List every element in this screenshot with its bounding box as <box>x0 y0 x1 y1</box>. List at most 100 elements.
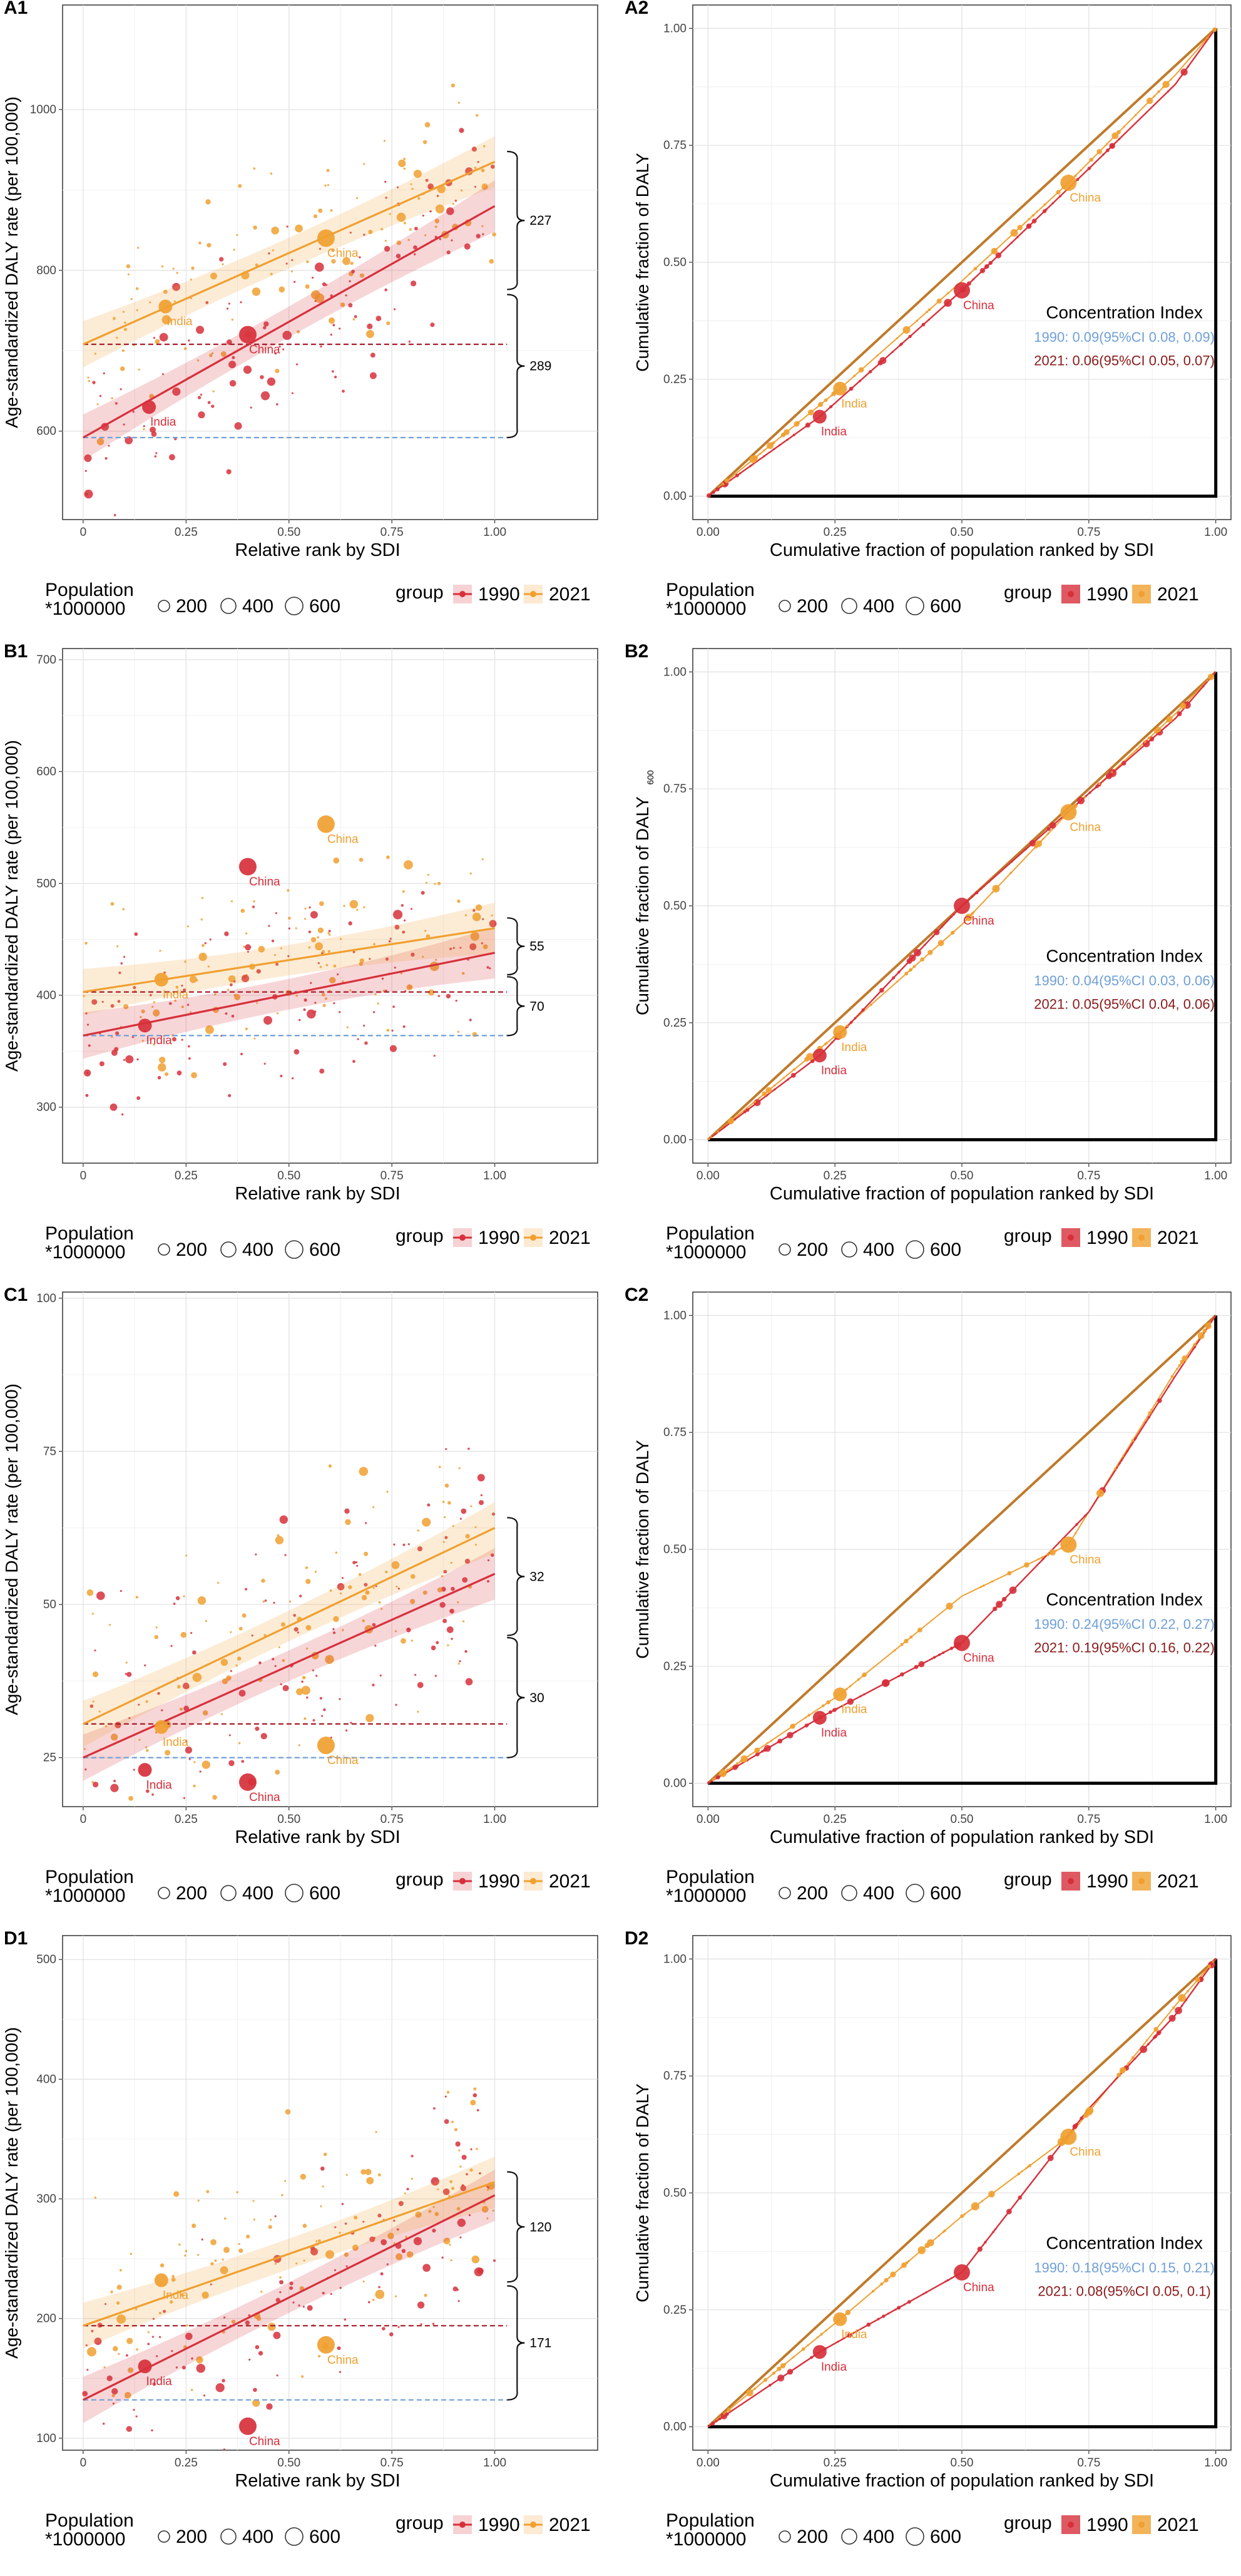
curve-point <box>1192 1346 1194 1348</box>
curve-point <box>858 367 864 373</box>
curve-point <box>1075 1524 1078 1526</box>
highlight-label: China <box>963 915 994 928</box>
country-point <box>252 2200 255 2202</box>
country-point <box>290 270 293 273</box>
country-point <box>146 1789 150 1793</box>
country-point <box>410 280 417 287</box>
curve-point <box>806 1723 810 1727</box>
highlight-label: China <box>1070 821 1101 834</box>
country-point <box>99 394 102 398</box>
country-point <box>454 199 457 202</box>
country-point <box>444 2119 449 2124</box>
frame-line <box>708 672 1218 1142</box>
curve-point <box>849 1685 852 1688</box>
country-point <box>116 2314 126 2324</box>
country-point <box>451 239 453 242</box>
country-point <box>289 2286 294 2290</box>
country-point <box>295 224 303 233</box>
country-point <box>126 264 131 269</box>
legend-size-label: 600 <box>930 1239 961 1260</box>
curve-point <box>1085 2108 1093 2116</box>
country-point <box>372 1587 375 1589</box>
country-point <box>475 904 483 911</box>
y-tick-label: 0.50 <box>663 256 687 269</box>
country-point <box>219 257 224 262</box>
x-tick-label: 1.00 <box>1204 2456 1227 2470</box>
country-point <box>96 438 105 446</box>
country-point <box>152 2317 155 2320</box>
country-point <box>273 1601 275 1604</box>
country-point <box>91 999 98 1005</box>
country-point <box>252 287 261 296</box>
country-point <box>89 1704 94 1708</box>
country-point <box>422 214 424 217</box>
country-point <box>284 1554 287 1556</box>
country-point <box>461 2155 467 2160</box>
country-point <box>401 2249 406 2254</box>
curve-point <box>1049 822 1056 829</box>
country-point <box>364 1551 369 1556</box>
legend-key-dot <box>1138 591 1145 597</box>
legend-group-label: 1990 <box>478 1871 520 1892</box>
country-point <box>120 962 123 965</box>
country-point <box>268 252 270 255</box>
curve-point <box>732 1765 738 1770</box>
y-tick-label: 500 <box>36 1953 56 1966</box>
country-point <box>446 207 454 215</box>
legend-population-title: Population <box>45 1223 134 1244</box>
ci-title: Concentration Index <box>1046 1590 1203 1609</box>
legend-population-title: Population <box>666 580 755 600</box>
legend-population-subtitle: *1000000 <box>45 1242 125 1263</box>
country-point <box>247 950 250 953</box>
curve-point <box>1197 1332 1205 1340</box>
country-point <box>200 393 203 396</box>
country-point <box>105 457 108 460</box>
curve-point <box>971 2202 979 2211</box>
legend-key-dot <box>530 591 536 597</box>
country-point <box>229 983 233 987</box>
highlight-label: India <box>146 2375 173 2388</box>
country-point <box>337 1583 345 1591</box>
country-point <box>183 1705 190 1711</box>
country-point <box>395 1703 397 1706</box>
country-point <box>325 2250 334 2259</box>
country-point <box>278 1646 280 1648</box>
curve-point <box>891 351 894 353</box>
country-point <box>323 2152 327 2157</box>
curve-point <box>936 298 942 304</box>
country-point <box>258 2351 263 2356</box>
curve-point <box>1028 2163 1032 2168</box>
country-point <box>447 1644 449 1646</box>
y-axis-label: Cumulative fraction of DALY <box>633 796 652 1015</box>
country-point <box>82 2391 88 2397</box>
country-point <box>138 368 140 371</box>
legend-key-dot <box>1068 2522 1074 2528</box>
gap-label-2021: 32 <box>529 1569 544 1584</box>
y-tick-label: 600 <box>36 766 56 779</box>
legend-group-title: group <box>396 2513 444 2533</box>
country-point <box>431 2177 439 2186</box>
plot-area <box>62 648 598 1164</box>
curve-point <box>1187 65 1190 68</box>
country-point <box>410 183 412 185</box>
country-point <box>110 1733 118 1741</box>
country-point <box>330 2292 332 2296</box>
curve-point <box>849 387 852 391</box>
country-point <box>470 931 479 941</box>
country-point <box>273 953 277 957</box>
curve-point <box>1009 2209 1011 2212</box>
curve-point <box>1121 761 1126 766</box>
country-point <box>375 2130 377 2133</box>
country-point <box>373 943 375 946</box>
chart-B2: B20.00 0.25 0.50 0.75 1.000.000.250.500.751.… <box>625 644 1232 1263</box>
country-point <box>248 2314 250 2317</box>
country-point <box>122 908 125 911</box>
country-point <box>86 2347 96 2357</box>
country-point <box>342 980 344 983</box>
country-point <box>191 266 195 270</box>
country-point <box>84 470 87 472</box>
country-point <box>466 2173 468 2176</box>
country-point <box>386 855 390 860</box>
curve-point <box>969 272 971 275</box>
panel-tag: D1 <box>4 1931 28 1949</box>
